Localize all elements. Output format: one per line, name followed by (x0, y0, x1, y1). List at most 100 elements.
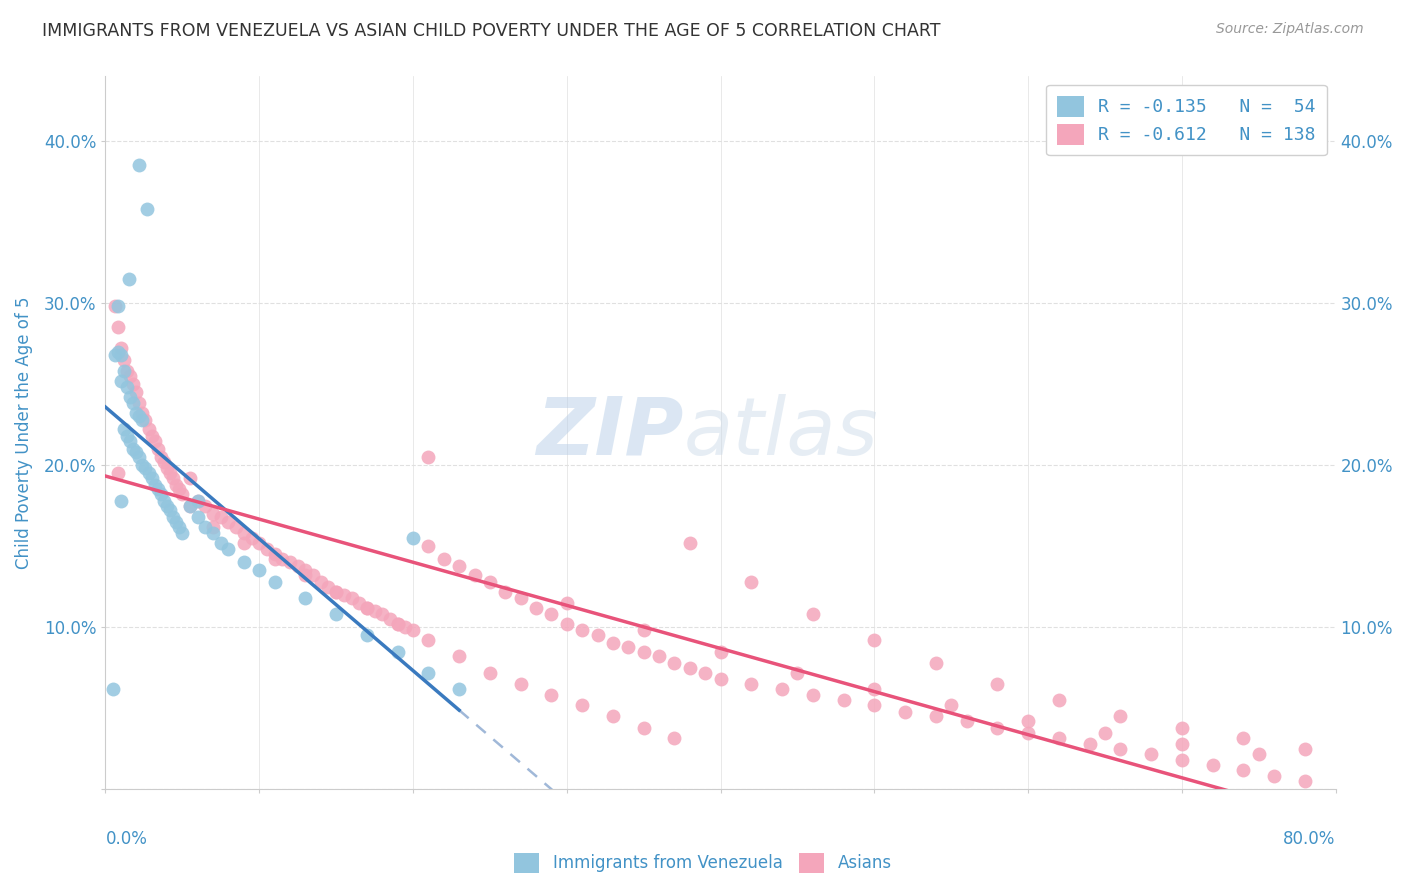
Point (165, 477, 187, 491)
Point (309, 574, 332, 589)
Point (128, 158, 150, 172)
Point (302, 568, 325, 582)
Point (325, 584, 347, 599)
Point (540, 607, 562, 622)
Point (832, 693, 855, 707)
Point (387, 617, 409, 632)
Point (925, 709, 948, 723)
Point (356, 600, 378, 615)
Point (418, 633, 440, 648)
Point (159, 503, 181, 517)
Point (271, 552, 294, 566)
Point (1263, 769, 1285, 783)
Point (209, 536, 232, 550)
Point (110, 341, 132, 355)
Point (112, 352, 135, 367)
Point (125, 445, 148, 459)
Point (633, 721, 655, 735)
Point (287, 558, 309, 573)
Point (347, 596, 370, 610)
Point (340, 591, 363, 605)
Point (120, 434, 141, 448)
Point (1109, 742, 1132, 756)
Point (179, 499, 201, 513)
Y-axis label: Child Poverty Under the Age of 5: Child Poverty Under the Age of 5 (15, 296, 32, 569)
Point (710, 644, 733, 658)
Point (1047, 731, 1070, 745)
Point (104, 299, 127, 313)
Point (1232, 731, 1254, 745)
Point (146, 442, 169, 456)
Text: IMMIGRANTS FROM VENEZUELA VS ASIAN CHILD POVERTY UNDER THE AGE OF 5 CORRELATION : IMMIGRANTS FROM VENEZUELA VS ASIAN CHILD… (42, 22, 941, 40)
Point (232, 526, 254, 541)
Point (149, 450, 172, 464)
Point (509, 677, 531, 691)
Point (402, 531, 425, 545)
Point (555, 596, 578, 610)
Point (131, 412, 153, 426)
Point (187, 493, 209, 508)
Point (294, 568, 316, 582)
Point (956, 714, 979, 729)
Point (179, 471, 201, 485)
Point (143, 434, 166, 448)
Point (1171, 753, 1194, 767)
Point (449, 681, 471, 696)
Point (146, 483, 169, 497)
Point (115, 380, 138, 394)
Point (143, 477, 166, 491)
Point (294, 564, 316, 578)
Point (863, 698, 886, 712)
Point (240, 531, 263, 545)
Point (464, 568, 486, 582)
Point (1094, 725, 1116, 739)
Point (325, 607, 347, 622)
Point (894, 705, 917, 719)
Text: 80.0%: 80.0% (1284, 830, 1336, 847)
Point (540, 689, 562, 703)
Point (247, 536, 270, 550)
Point (194, 519, 217, 533)
Point (141, 429, 163, 443)
Point (153, 455, 176, 469)
Point (104, 348, 127, 362)
Point (172, 487, 194, 501)
Point (112, 422, 135, 436)
Point (162, 510, 184, 524)
Point (679, 536, 702, 550)
Point (110, 493, 132, 508)
Point (602, 709, 624, 723)
Point (263, 574, 285, 589)
Point (586, 628, 609, 642)
Point (263, 547, 285, 561)
Point (107, 320, 129, 334)
Point (141, 471, 163, 485)
Point (710, 672, 733, 686)
Point (633, 644, 655, 658)
Point (162, 471, 184, 485)
Point (232, 536, 254, 550)
Point (153, 493, 176, 508)
Point (478, 574, 501, 589)
Point (648, 649, 671, 664)
Point (394, 620, 416, 634)
Point (120, 368, 141, 383)
Point (371, 607, 394, 622)
Point (138, 466, 160, 480)
Point (1171, 721, 1194, 735)
Point (159, 466, 181, 480)
Point (333, 588, 356, 602)
Point (318, 580, 340, 594)
Point (555, 617, 578, 632)
Point (156, 499, 179, 513)
Point (664, 656, 686, 670)
Point (633, 624, 655, 638)
Point (131, 406, 153, 420)
Point (225, 519, 247, 533)
Text: ZIP: ZIP (536, 393, 683, 472)
Point (278, 555, 301, 569)
Point (187, 510, 209, 524)
Point (387, 644, 409, 658)
Point (1294, 742, 1316, 756)
Point (115, 429, 138, 443)
